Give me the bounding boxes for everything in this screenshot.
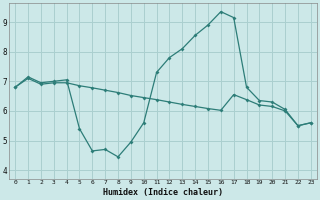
X-axis label: Humidex (Indice chaleur): Humidex (Indice chaleur) xyxy=(103,188,223,197)
